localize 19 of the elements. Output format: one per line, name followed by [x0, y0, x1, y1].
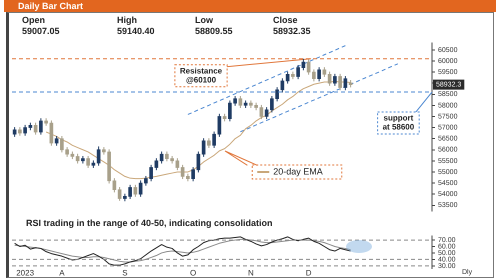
- x-tick-label: 2023: [16, 268, 35, 278]
- ref-line-label: Resistance @60100: [180, 66, 223, 84]
- x-tick-label: A: [59, 268, 66, 278]
- chart-title: Daily Bar Chart: [4, 0, 496, 12]
- text: High: [117, 15, 137, 25]
- text: 58809.55: [195, 26, 233, 36]
- x-tick-label: O: [190, 268, 196, 278]
- text: Low: [195, 15, 213, 25]
- x-tick-label: D: [306, 268, 312, 278]
- text: Open: [22, 15, 46, 25]
- x-tick-label: N: [248, 268, 254, 278]
- x-tick-label: S: [122, 268, 128, 278]
- text: 59140.40: [117, 26, 155, 36]
- legend-label: 20-day EMA: [273, 166, 323, 176]
- text: 58932.35: [273, 26, 311, 36]
- chart-title: RSI trading in the range of 40-50, indicating consolidation: [26, 218, 273, 228]
- text: Close: [273, 15, 298, 25]
- ref-line-label: support at 58600: [382, 114, 415, 132]
- text: 59007.05: [22, 26, 60, 36]
